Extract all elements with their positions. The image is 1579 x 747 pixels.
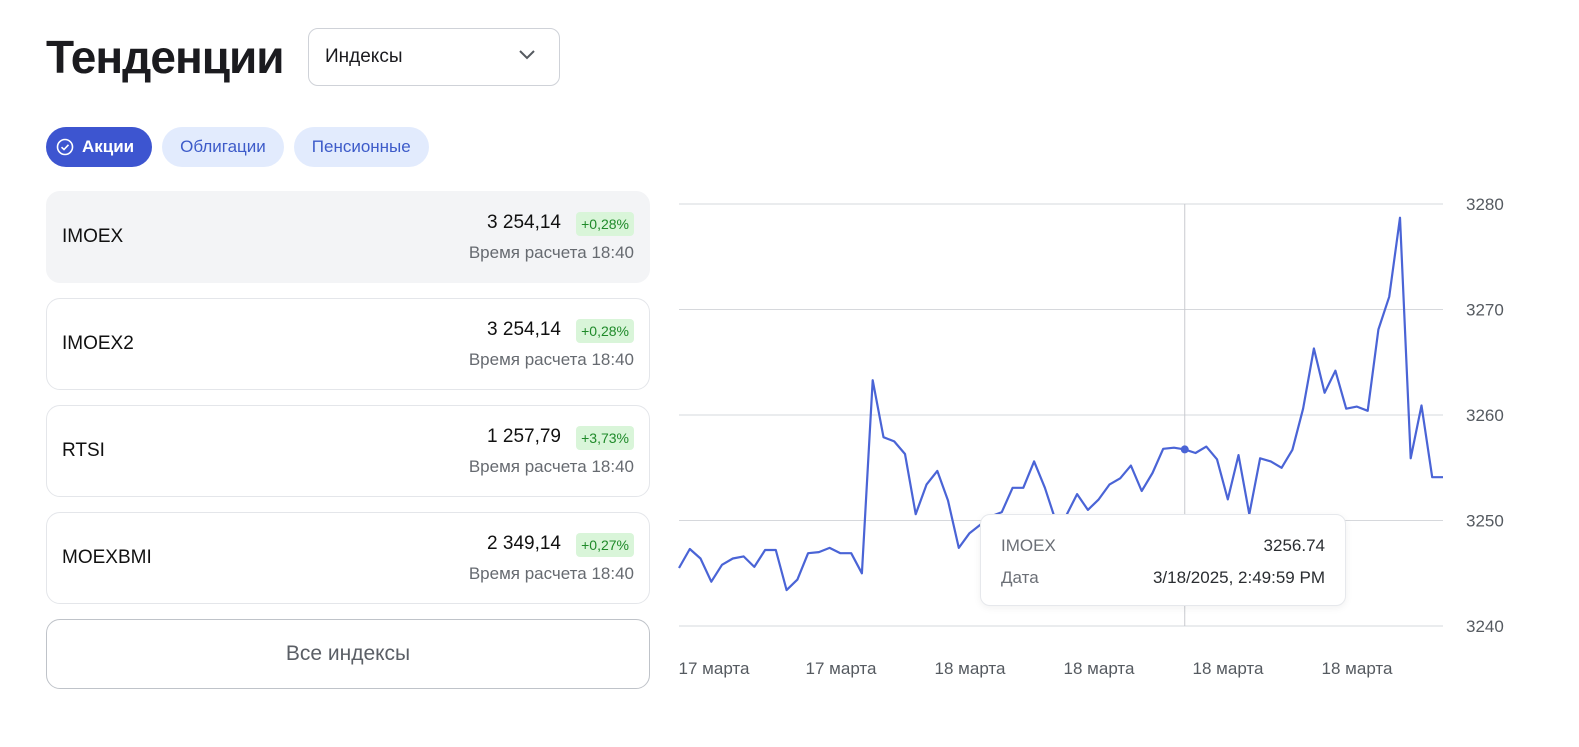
index-name: RTSI — [62, 440, 105, 461]
index-card-rtsi[interactable]: RTSI 1 257,79 +3,73% Время расчета 18:40 — [46, 405, 650, 497]
chip-label: Пенсионные — [311, 137, 411, 156]
x-tick-label: 18 марта — [935, 659, 1006, 678]
chip-pension[interactable]: Пенсионные — [293, 127, 429, 167]
x-tick-label: 18 марта — [1193, 659, 1264, 678]
calc-time: Время расчета 18:40 — [468, 457, 634, 476]
y-tick-label: 3250 — [1466, 512, 1504, 531]
change-badge: +0,28% — [576, 319, 634, 343]
index-card-moexbmi[interactable]: MOEXBMI 2 349,14 +0,27% Время расчета 18… — [46, 512, 650, 604]
x-tick-label: 18 марта — [1064, 659, 1135, 678]
category-chips: Акции Облигации Пенсионные — [46, 127, 429, 167]
tooltip-series-value: 3256.74 — [1263, 536, 1325, 555]
check-circle-icon — [56, 138, 74, 156]
index-card-imoex[interactable]: IMOEX 3 254,14 +0,28% Время расчета 18:4… — [46, 191, 650, 283]
change-badge: +0,28% — [576, 212, 634, 236]
x-tick-label: 17 марта — [679, 659, 750, 678]
index-value: 3 254,14 — [487, 212, 561, 233]
select-value: Индексы — [325, 46, 403, 67]
y-tick-label: 3270 — [1466, 301, 1504, 320]
index-name: IMOEX — [62, 226, 124, 247]
chip-stocks[interactable]: Акции — [46, 127, 153, 167]
page-title: Тенденции — [46, 31, 285, 83]
index-card-imoex2[interactable]: IMOEX2 3 254,14 +0,28% Время расчета 18:… — [46, 298, 650, 390]
index-type-select[interactable]: Индексы — [308, 28, 560, 86]
chart-tooltip: IMOEX 3256.74 Дата 3/18/2025, 2:49:59 PM — [980, 514, 1346, 606]
index-name: MOEXBMI — [62, 547, 152, 568]
highlight-point — [1180, 445, 1189, 454]
chevron-down-icon — [517, 44, 537, 70]
chip-label: Акции — [82, 137, 135, 156]
calc-time: Время расчета 18:40 — [468, 564, 634, 583]
y-tick-label: 3260 — [1466, 406, 1504, 425]
index-name: IMOEX2 — [62, 333, 134, 354]
x-tick-label: 17 марта — [806, 659, 877, 678]
calc-time: Время расчета 18:40 — [468, 243, 634, 262]
calc-time: Время расчета 18:40 — [468, 350, 634, 369]
index-value: 3 254,14 — [487, 319, 561, 340]
y-tick-label: 3280 — [1466, 195, 1504, 214]
tooltip-date-label: Дата — [1001, 568, 1039, 587]
all-indices-button[interactable]: Все индексы — [46, 619, 650, 689]
tooltip-series-label: IMOEX — [1001, 536, 1056, 555]
tooltip-date-value: 3/18/2025, 2:49:59 PM — [1152, 568, 1325, 587]
index-value: 2 349,14 — [487, 533, 561, 554]
index-value: 1 257,79 — [487, 426, 561, 447]
chip-label: Облигации — [180, 137, 266, 156]
index-list: IMOEX 3 254,14 +0,28% Время расчета 18:4… — [46, 191, 650, 619]
change-badge: +0,27% — [576, 533, 634, 557]
y-tick-label: 3240 — [1466, 617, 1504, 636]
x-tick-label: 18 марта — [1322, 659, 1393, 678]
chip-bonds[interactable]: Облигации — [162, 127, 284, 167]
change-badge: +3,73% — [576, 426, 634, 450]
